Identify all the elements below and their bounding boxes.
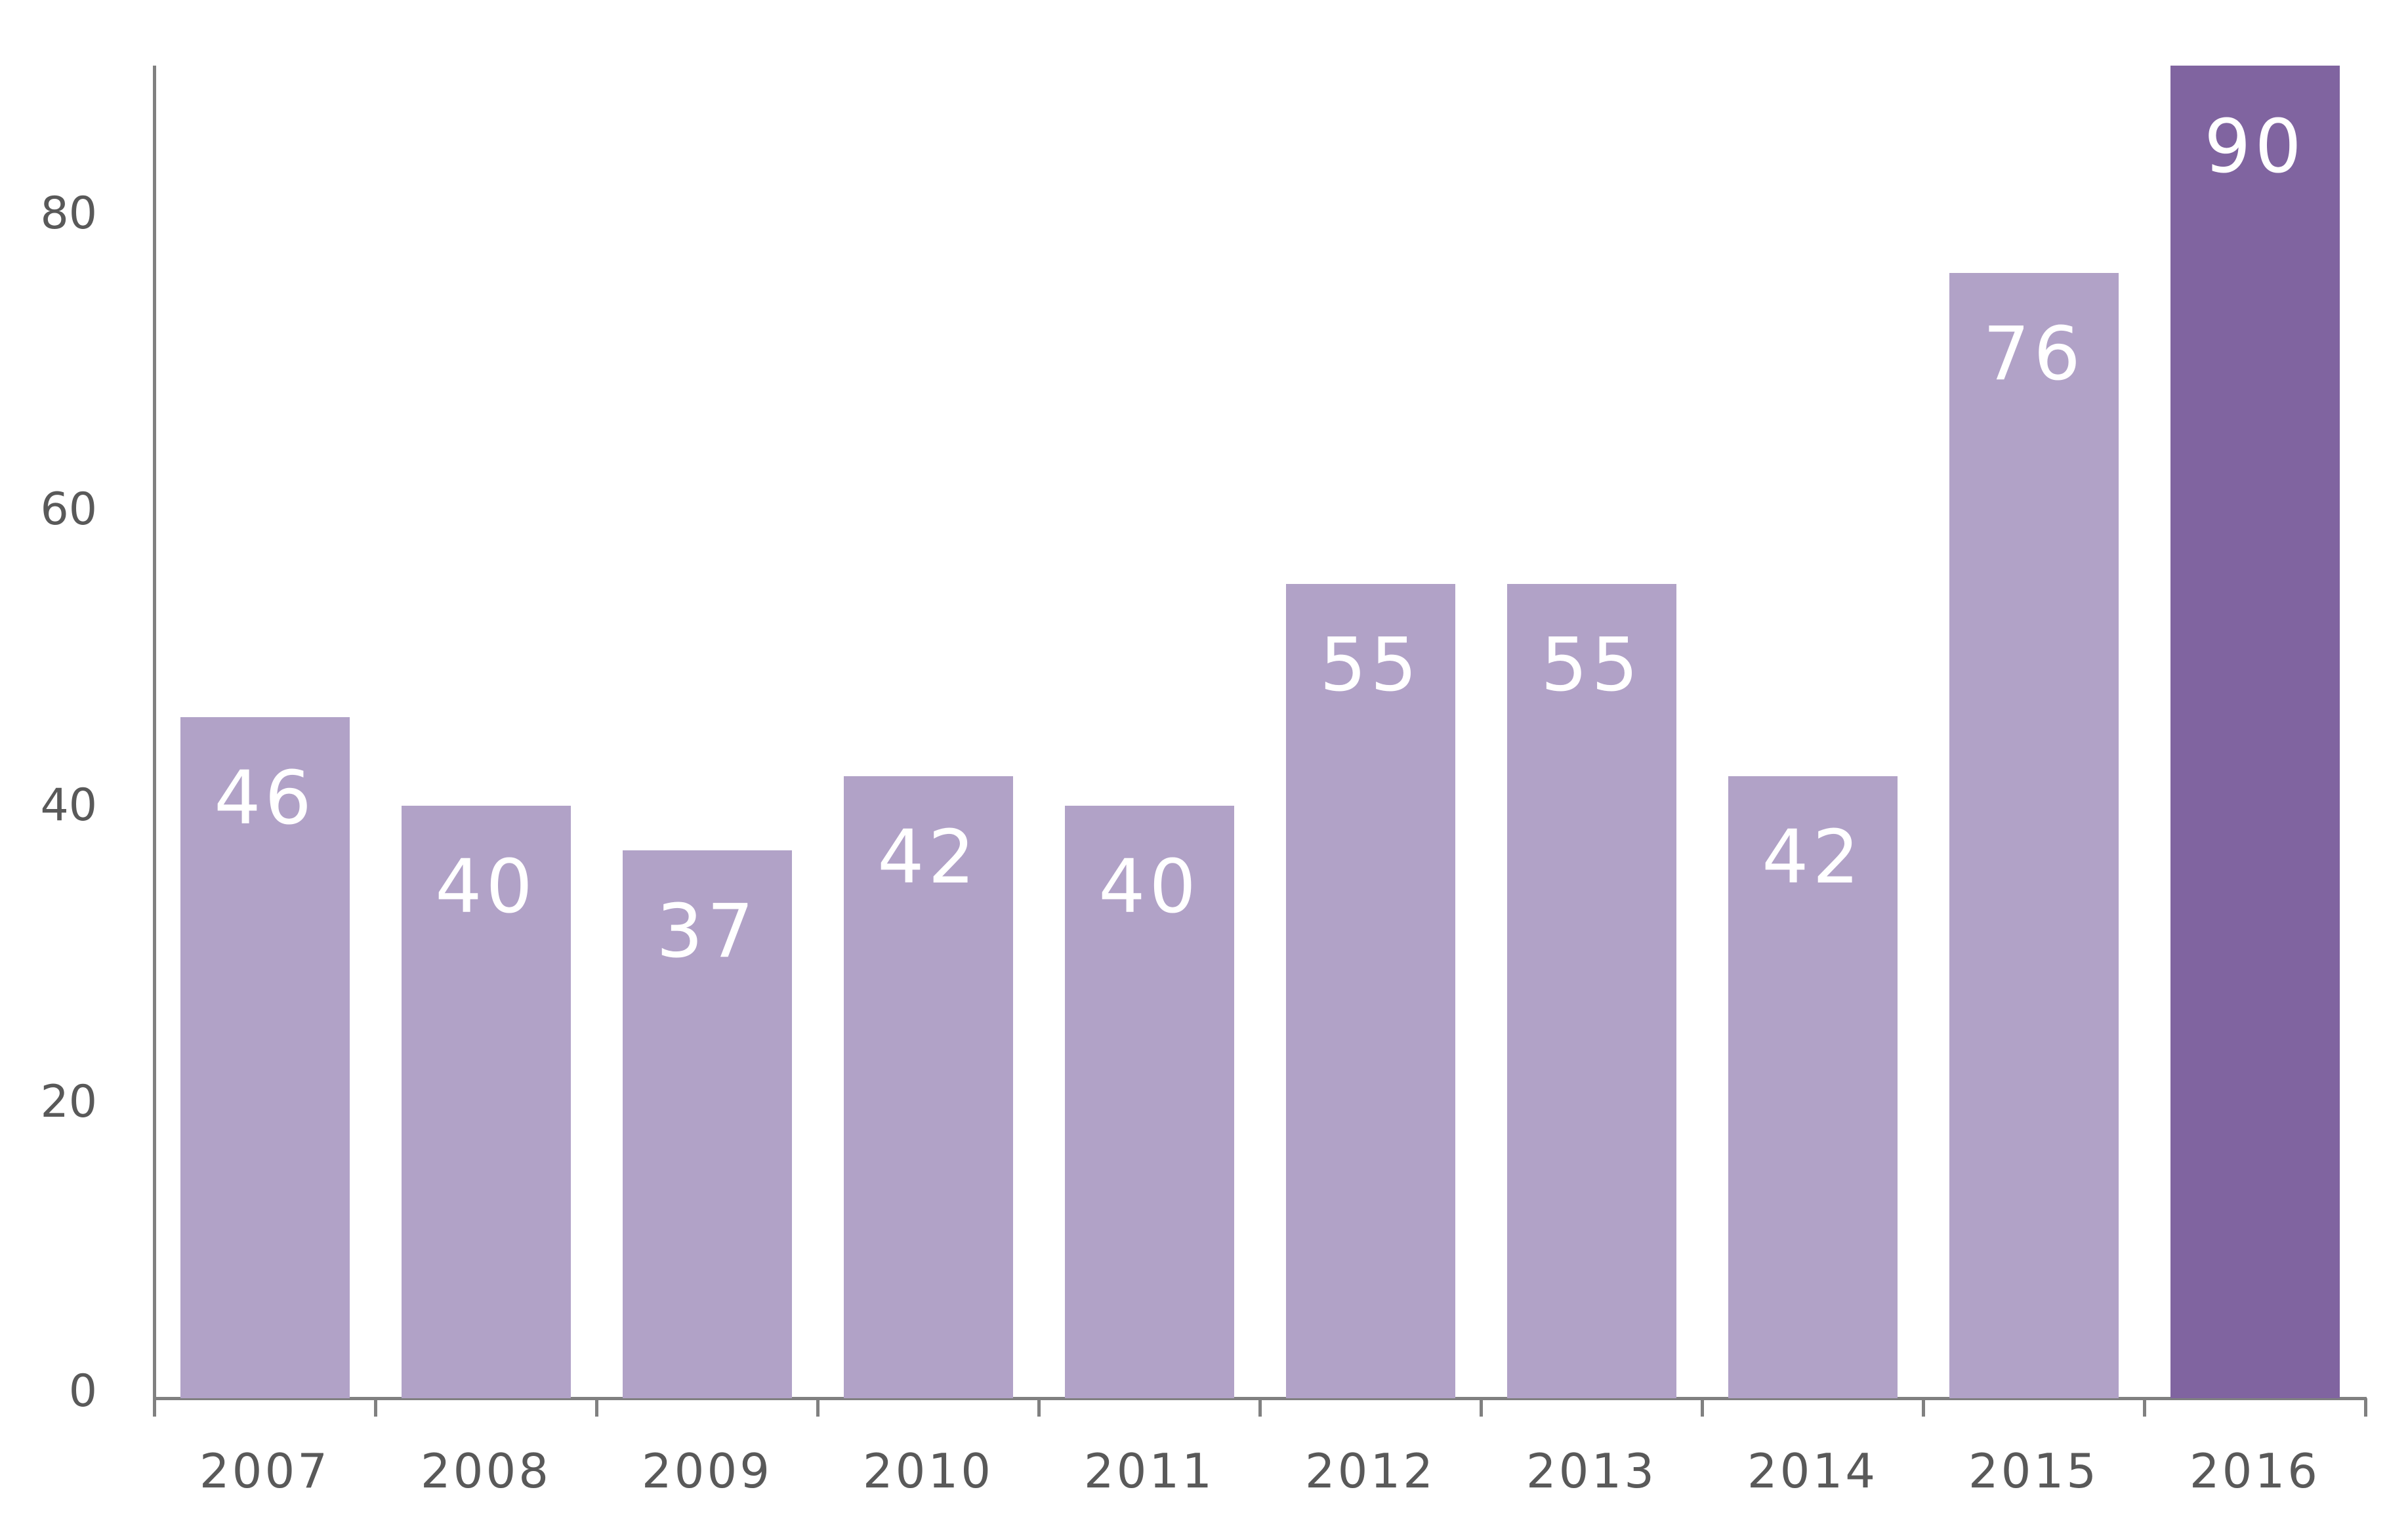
x-tick-mark: [153, 1398, 156, 1417]
data-label: 90: [2204, 104, 2306, 190]
x-tick-label: 2014: [1747, 1443, 1879, 1499]
x-tick-label: 2009: [641, 1443, 773, 1499]
x-tick-mark: [2143, 1398, 2146, 1417]
bar-2007: 46: [180, 716, 350, 1398]
data-label: 40: [435, 844, 537, 930]
x-tick-mark: [374, 1398, 377, 1417]
y-tick-label: 20: [40, 1075, 97, 1128]
bar-2008: 40: [401, 806, 571, 1398]
bar-2012: 55: [1285, 583, 1455, 1398]
data-label: 42: [1762, 815, 1863, 901]
x-tick-label: 2010: [862, 1443, 994, 1499]
y-tick-label: 40: [40, 779, 97, 832]
x-tick-mark: [1037, 1398, 1041, 1417]
x-tick-label: 2011: [1083, 1443, 1215, 1499]
x-tick-label: 2016: [2189, 1443, 2321, 1499]
x-tick-label: 2012: [1304, 1443, 1436, 1499]
x-tick-label: 2007: [199, 1443, 331, 1499]
y-axis-line: [153, 66, 156, 1400]
bar-2016: 90: [2170, 66, 2340, 1398]
x-tick-mark: [1922, 1398, 1925, 1417]
y-tick-label: 80: [40, 187, 97, 239]
y-tick-label: 60: [40, 484, 97, 535]
bar-2013: 55: [1506, 583, 1676, 1398]
data-label: 55: [1541, 622, 1642, 708]
data-label: 55: [1319, 622, 1421, 708]
bar-2010: 42: [843, 776, 1013, 1398]
data-label: 42: [877, 815, 979, 901]
bar-2011: 40: [1064, 806, 1234, 1398]
y-tick-label: 0: [68, 1365, 97, 1417]
x-tick-label: 2008: [420, 1443, 552, 1499]
data-label: 37: [656, 889, 758, 975]
bar-2014: 42: [1728, 776, 1898, 1398]
data-label: 40: [1098, 844, 1200, 930]
bar-2009: 37: [622, 850, 792, 1398]
x-tick-mark: [1480, 1398, 1483, 1417]
data-label: 46: [214, 755, 316, 841]
x-tick-mark: [2364, 1398, 2367, 1417]
data-label: 76: [1983, 311, 2085, 397]
x-tick-mark: [1701, 1398, 1704, 1417]
bar-2015: 76: [1949, 272, 2119, 1398]
x-tick-mark: [595, 1398, 598, 1417]
x-tick-mark: [816, 1398, 820, 1417]
x-tick-label: 2015: [1968, 1443, 2100, 1499]
x-tick-label: 2013: [1526, 1443, 1657, 1499]
x-tick-mark: [1258, 1398, 1262, 1417]
